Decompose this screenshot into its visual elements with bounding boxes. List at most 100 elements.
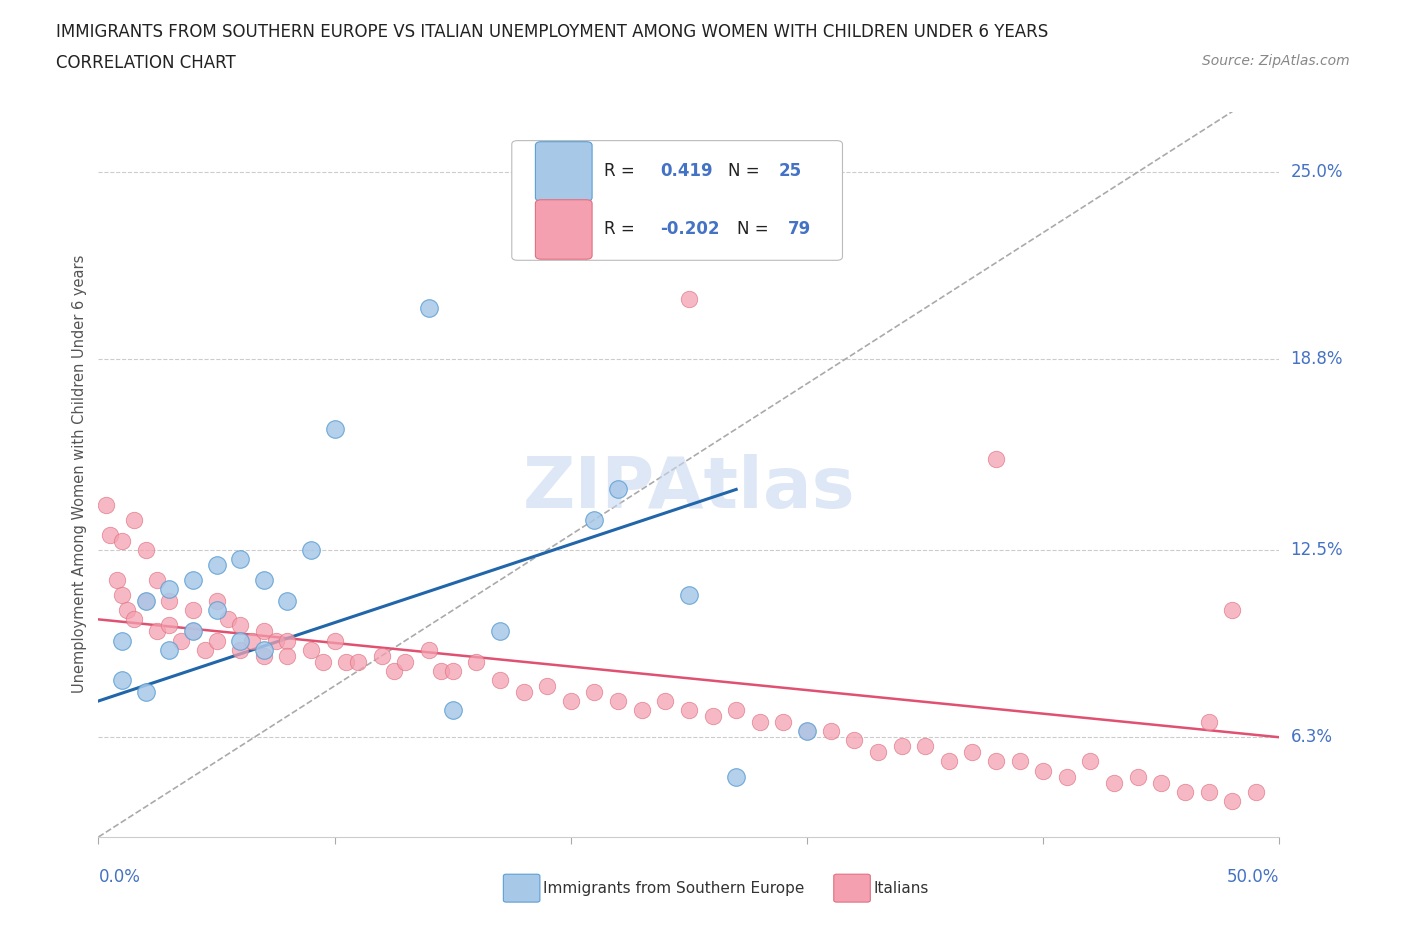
Text: 0.419: 0.419	[661, 163, 713, 180]
Text: Source: ZipAtlas.com: Source: ZipAtlas.com	[1202, 54, 1350, 68]
Point	[844, 733, 866, 748]
Y-axis label: Unemployment Among Women with Children Under 6 years: Unemployment Among Women with Children U…	[72, 255, 87, 694]
Point	[371, 648, 394, 663]
Point	[418, 300, 440, 315]
Point	[820, 724, 842, 738]
Point	[276, 633, 298, 648]
Point	[725, 703, 748, 718]
Point	[217, 612, 239, 627]
Point	[299, 643, 322, 658]
Text: 0.0%: 0.0%	[98, 868, 141, 885]
Text: CORRELATION CHART: CORRELATION CHART	[56, 54, 236, 72]
Point	[253, 643, 276, 658]
Point	[914, 738, 936, 753]
Point	[984, 452, 1007, 467]
Point	[702, 709, 724, 724]
Point	[1056, 769, 1078, 784]
Point	[962, 745, 984, 760]
Text: 18.8%: 18.8%	[1291, 351, 1343, 368]
Point	[678, 292, 700, 307]
Point	[678, 703, 700, 718]
Text: 25.0%: 25.0%	[1291, 163, 1343, 181]
Point	[607, 482, 630, 497]
Text: R =: R =	[605, 163, 640, 180]
Text: -0.202: -0.202	[661, 220, 720, 238]
Point	[866, 745, 889, 760]
FancyBboxPatch shape	[512, 140, 842, 260]
Point	[205, 603, 228, 618]
Point	[146, 624, 169, 639]
Point	[796, 724, 818, 738]
Point	[122, 512, 145, 527]
Point	[1102, 776, 1125, 790]
Point	[205, 633, 228, 648]
Point	[1150, 776, 1173, 790]
Point	[418, 643, 440, 658]
Point	[725, 769, 748, 784]
Point	[181, 624, 204, 639]
Text: R =: R =	[605, 220, 640, 238]
Point	[170, 633, 193, 648]
Point	[276, 648, 298, 663]
Text: 6.3%: 6.3%	[1291, 728, 1333, 746]
Text: Immigrants from Southern Europe: Immigrants from Southern Europe	[543, 881, 804, 896]
Point	[654, 694, 676, 709]
Point	[111, 588, 134, 603]
Point	[772, 715, 794, 730]
Point	[441, 703, 464, 718]
Point	[135, 684, 157, 699]
Point	[312, 655, 335, 670]
Point	[111, 672, 134, 687]
Point	[181, 573, 204, 588]
Point	[678, 588, 700, 603]
Point	[512, 684, 534, 699]
Text: 12.5%: 12.5%	[1291, 541, 1343, 559]
Text: 79: 79	[789, 220, 811, 238]
Point	[181, 624, 204, 639]
Point	[194, 643, 217, 658]
Point	[583, 684, 606, 699]
Point	[181, 603, 204, 618]
Point	[253, 624, 276, 639]
Point	[229, 551, 252, 566]
Point	[607, 694, 630, 709]
Point	[630, 703, 652, 718]
Point	[560, 694, 582, 709]
Text: IMMIGRANTS FROM SOUTHERN EUROPE VS ITALIAN UNEMPLOYMENT AMONG WOMEN WITH CHILDRE: IMMIGRANTS FROM SOUTHERN EUROPE VS ITALI…	[56, 23, 1049, 41]
Point	[122, 612, 145, 627]
Point	[135, 594, 157, 609]
Point	[299, 542, 322, 557]
Point	[1198, 784, 1220, 799]
Point	[253, 648, 276, 663]
Point	[94, 498, 117, 512]
Point	[382, 663, 405, 678]
Point	[205, 558, 228, 573]
Point	[796, 724, 818, 738]
Point	[1174, 784, 1197, 799]
Text: N =: N =	[728, 163, 765, 180]
Point	[146, 573, 169, 588]
Point	[938, 754, 960, 769]
Point	[276, 594, 298, 609]
Point	[253, 573, 276, 588]
Point	[157, 618, 180, 633]
Point	[748, 715, 770, 730]
Text: Italians: Italians	[873, 881, 928, 896]
Point	[1220, 793, 1243, 808]
Point	[157, 643, 180, 658]
Point	[394, 655, 416, 670]
Point	[1032, 763, 1054, 777]
Text: ZIPAtlas: ZIPAtlas	[523, 455, 855, 524]
Text: 25: 25	[779, 163, 801, 180]
Point	[1198, 715, 1220, 730]
Point	[1126, 769, 1149, 784]
Point	[229, 618, 252, 633]
Point	[1220, 603, 1243, 618]
Point	[264, 633, 287, 648]
Point	[105, 573, 128, 588]
Point	[157, 582, 180, 597]
Point	[335, 655, 357, 670]
Point	[205, 594, 228, 609]
Point	[229, 643, 252, 658]
Point	[890, 738, 912, 753]
